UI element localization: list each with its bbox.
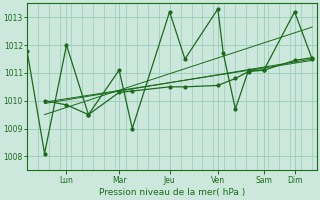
X-axis label: Pression niveau de la mer( hPa ): Pression niveau de la mer( hPa ): [99, 188, 245, 197]
